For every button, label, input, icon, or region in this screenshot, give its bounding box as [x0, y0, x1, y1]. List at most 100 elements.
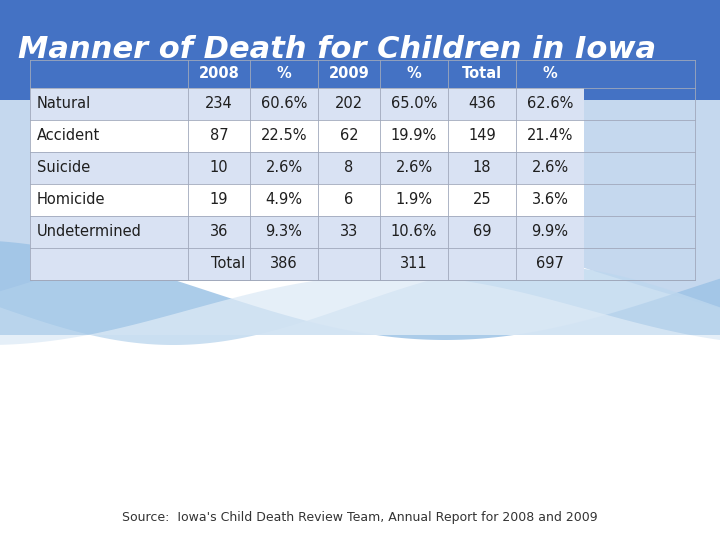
Bar [516, 120, 584, 152]
Text: Accident: Accident [37, 129, 100, 144]
Text: Undetermined: Undetermined [37, 225, 142, 240]
Bar [516, 184, 584, 216]
Bar [516, 248, 584, 280]
Text: 2008: 2008 [199, 66, 240, 82]
Bar [188, 184, 250, 216]
Bar [188, 248, 250, 280]
Bar [250, 216, 318, 248]
Text: 3.6%: 3.6% [531, 192, 568, 207]
Bar [380, 120, 448, 152]
Text: Homicide: Homicide [37, 192, 106, 207]
Text: %: % [407, 66, 421, 82]
Bar [30, 184, 188, 216]
Text: 62: 62 [340, 129, 359, 144]
Bar [250, 184, 318, 216]
Bar [448, 152, 516, 184]
Text: Source:  Iowa's Child Death Review Team, Annual Report for 2008 and 2009: Source: Iowa's Child Death Review Team, … [122, 511, 598, 524]
Bar [0, 100, 720, 335]
Bar [380, 88, 448, 120]
Text: 22.5%: 22.5% [261, 129, 307, 144]
Text: 33: 33 [340, 225, 358, 240]
Polygon shape [0, 241, 720, 340]
Text: 36: 36 [210, 225, 228, 240]
Text: 65.0%: 65.0% [391, 97, 437, 111]
Bar [380, 152, 448, 184]
Text: 19.9%: 19.9% [391, 129, 437, 144]
Polygon shape [0, 220, 720, 335]
Bar [380, 248, 448, 280]
Bar [250, 60, 318, 88]
Bar [188, 152, 250, 184]
Text: 69: 69 [473, 225, 491, 240]
Bar [30, 120, 188, 152]
Text: 2.6%: 2.6% [266, 160, 302, 176]
Text: 2.6%: 2.6% [395, 160, 433, 176]
Bar [250, 248, 318, 280]
Bar [188, 120, 250, 152]
Text: 10.6%: 10.6% [391, 225, 437, 240]
Bar [30, 152, 188, 184]
Bar [30, 60, 188, 88]
Bar [188, 88, 250, 120]
Text: 4.9%: 4.9% [266, 192, 302, 207]
Text: 202: 202 [335, 97, 363, 111]
Bar [318, 248, 380, 280]
Text: 62.6%: 62.6% [527, 97, 573, 111]
Text: 25: 25 [473, 192, 491, 207]
Text: 9.9%: 9.9% [531, 225, 569, 240]
Text: 2009: 2009 [328, 66, 369, 82]
Text: 10: 10 [210, 160, 228, 176]
Bar [448, 248, 516, 280]
Text: Total: Total [211, 256, 245, 272]
Text: 18: 18 [473, 160, 491, 176]
Text: 60.6%: 60.6% [261, 97, 307, 111]
Text: %: % [543, 66, 557, 82]
Text: 697: 697 [536, 256, 564, 272]
Bar [448, 120, 516, 152]
Bar [380, 184, 448, 216]
Bar [318, 216, 380, 248]
Text: 149: 149 [468, 129, 496, 144]
Bar [318, 88, 380, 120]
Text: 87: 87 [210, 129, 228, 144]
Bar [448, 216, 516, 248]
Bar [448, 184, 516, 216]
Bar [318, 60, 380, 88]
Text: 386: 386 [270, 256, 298, 272]
Text: 6: 6 [344, 192, 354, 207]
Bar [448, 88, 516, 120]
Text: 1.9%: 1.9% [395, 192, 433, 207]
Bar [448, 60, 516, 88]
Bar [188, 216, 250, 248]
Text: Natural: Natural [37, 97, 91, 111]
Bar [0, 0, 720, 100]
Bar [318, 152, 380, 184]
Text: 436: 436 [468, 97, 496, 111]
Bar [516, 60, 584, 88]
Bar [30, 216, 188, 248]
Bar [380, 60, 448, 88]
Bar [516, 216, 584, 248]
Bar [188, 60, 250, 88]
Bar [30, 88, 188, 120]
Polygon shape [0, 265, 720, 345]
Text: 234: 234 [205, 97, 233, 111]
Bar [516, 88, 584, 120]
Bar [318, 120, 380, 152]
Text: 2.6%: 2.6% [531, 160, 569, 176]
Bar [250, 120, 318, 152]
Bar [516, 152, 584, 184]
Text: 19: 19 [210, 192, 228, 207]
Text: 311: 311 [400, 256, 428, 272]
Text: %: % [276, 66, 292, 82]
Text: 8: 8 [344, 160, 354, 176]
Text: Suicide: Suicide [37, 160, 90, 176]
Bar [30, 248, 188, 280]
Text: Manner of Death for Children in Iowa: Manner of Death for Children in Iowa [18, 36, 656, 64]
Bar [0, 335, 720, 540]
Text: 9.3%: 9.3% [266, 225, 302, 240]
Bar [250, 152, 318, 184]
Bar [318, 184, 380, 216]
Text: Total: Total [462, 66, 502, 82]
Bar [380, 216, 448, 248]
